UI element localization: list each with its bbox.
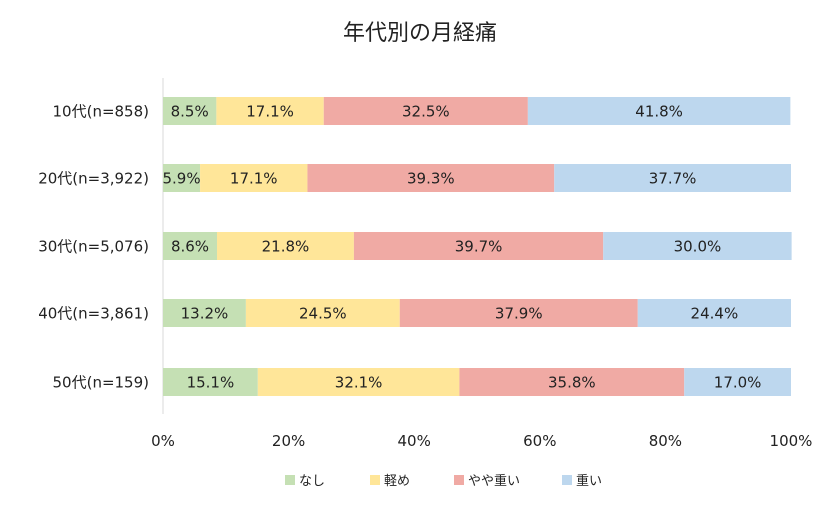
data-label: 8.6% (171, 238, 209, 256)
bar-segment (527, 97, 791, 125)
bar-segment (163, 368, 258, 396)
chart-title: 年代別の月経痛 (343, 21, 497, 46)
data-label: 17.1% (230, 170, 278, 188)
x-tick-label: 100% (770, 432, 813, 450)
bar-segment (323, 97, 528, 125)
data-label: 32.1% (335, 374, 383, 392)
data-label: 41.8% (635, 103, 683, 121)
legend-label: 軽め (384, 474, 410, 489)
category-label: 20代(n=3,922) (38, 170, 149, 188)
data-label: 17.0% (714, 374, 762, 392)
bar-segment (307, 164, 555, 192)
bar-segment (684, 368, 791, 396)
legend-swatch (370, 475, 380, 485)
bar-segment (200, 164, 308, 192)
data-label: 15.1% (187, 374, 235, 392)
x-tick-label: 0% (151, 432, 175, 450)
data-label: 35.8% (548, 374, 596, 392)
bar-segment (257, 368, 460, 396)
bar-segment (163, 97, 217, 125)
legend-swatch (285, 475, 295, 485)
legend-label: なし (299, 474, 325, 489)
legend: なし 軽め やや重い 重い (285, 473, 602, 489)
data-label: 8.5% (171, 103, 209, 121)
legend-label: やや重い (468, 473, 520, 489)
bar-segment (603, 232, 792, 260)
data-label: 32.5% (402, 103, 450, 121)
legend-swatch (562, 475, 572, 485)
x-tick-label: 40% (398, 432, 431, 450)
bar-segment (554, 164, 791, 192)
category-label: 50代(n=159) (53, 374, 150, 392)
data-label: 13.2% (181, 305, 229, 323)
data-label: 17.1% (246, 103, 294, 121)
legend-label: 重い (576, 473, 602, 489)
category-label: 40代(n=3,861) (38, 305, 149, 323)
x-tick-label: 80% (649, 432, 682, 450)
data-label: 39.3% (407, 170, 455, 188)
data-label: 30.0% (674, 238, 722, 256)
data-label: 21.8% (262, 238, 310, 256)
bar-segment (399, 299, 638, 327)
data-label: 24.4% (691, 305, 739, 323)
data-label: 37.9% (495, 305, 543, 323)
data-label: 24.5% (299, 305, 347, 323)
category-label: 30代(n=5,076) (38, 238, 149, 256)
bar-segment (637, 299, 791, 327)
bar-segment (163, 232, 218, 260)
bar-segment (163, 299, 246, 327)
data-label: 37.7% (649, 170, 697, 188)
bar-segment (245, 299, 400, 327)
data-label: 39.7% (455, 238, 503, 256)
plot-area: 8.5% 17.1% 32.5% 41.8% 10代(n=858) 5.9% 17.1% 39… (38, 78, 812, 450)
bar-segment (353, 232, 604, 260)
bar-segment (216, 97, 324, 125)
bar-segment (163, 164, 201, 192)
bar-segment (217, 232, 354, 260)
x-tick-label: 60% (523, 432, 556, 450)
bar-segment (459, 368, 685, 396)
legend-swatch (454, 475, 464, 485)
category-label: 10代(n=858) (53, 103, 150, 121)
x-tick-label: 20% (272, 432, 305, 450)
data-label: 5.9% (162, 170, 200, 188)
